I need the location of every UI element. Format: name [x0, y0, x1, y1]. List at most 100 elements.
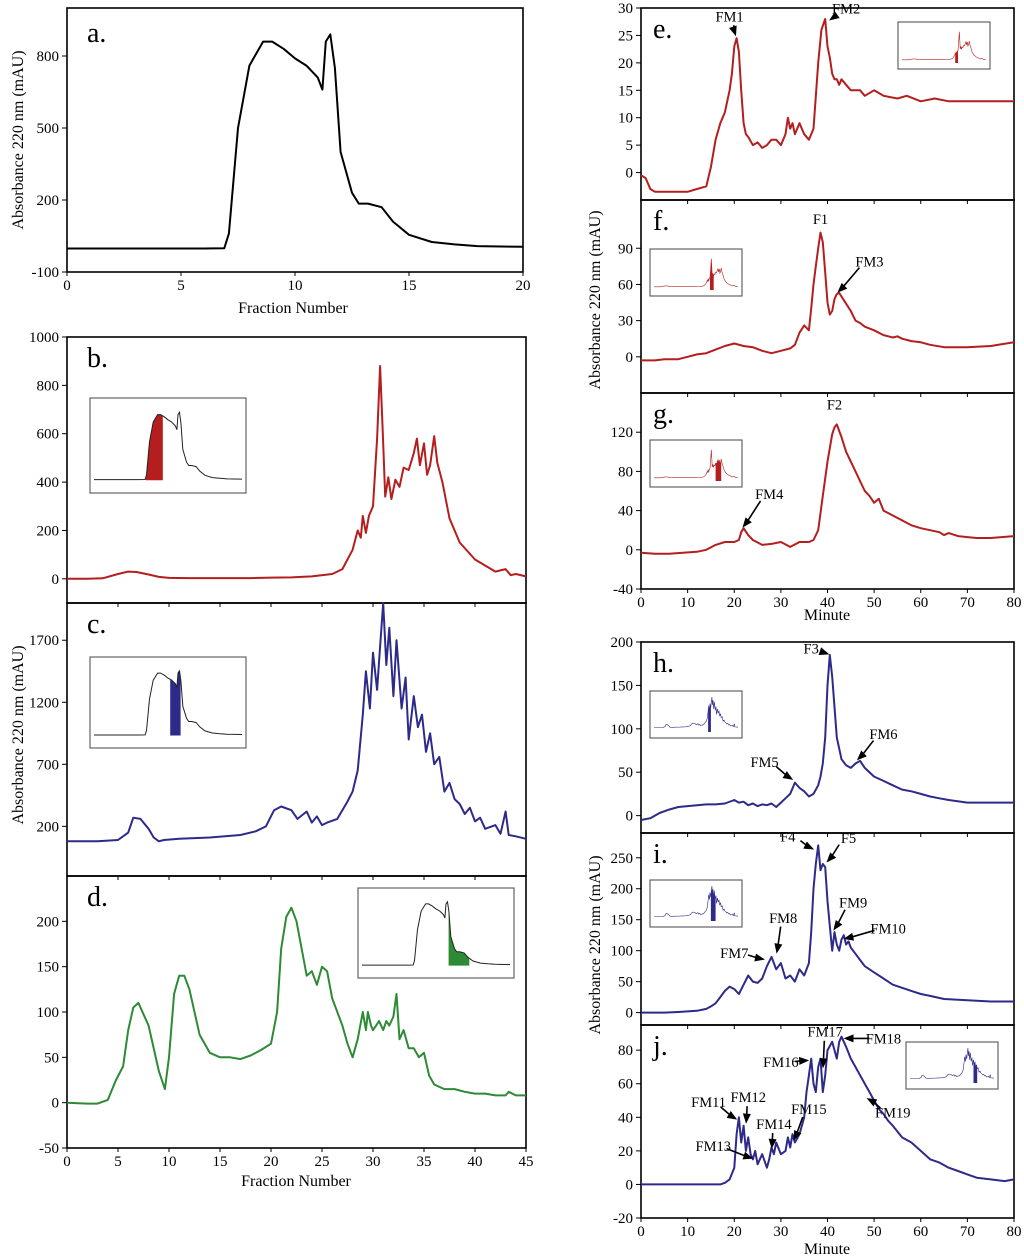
x-tick-label-d: 5	[114, 1154, 122, 1170]
y-tick-label-i: 100	[611, 944, 634, 960]
y-tick-label-d: 50	[44, 1050, 59, 1066]
x-tick-label-j: 20	[727, 1224, 742, 1240]
annotation-label: FM5	[750, 755, 778, 771]
x-tick-label-d: 25	[315, 1154, 330, 1170]
annotation-arrowhead	[843, 932, 855, 941]
y-tick-label-f: 30	[618, 314, 633, 330]
series-line-j	[641, 1035, 1015, 1186]
y-tick-label-d: 150	[37, 960, 60, 976]
inset-trace-i	[654, 885, 739, 917]
x-tick-label-d: 20	[264, 1154, 279, 1170]
panel-label-f: f.	[653, 206, 669, 237]
inset-i	[649, 879, 743, 928]
inset-highlight-h	[708, 703, 711, 732]
y-tick-label-h: 50	[618, 765, 633, 781]
inset-trace-h	[654, 696, 739, 728]
x-tick-label-d: 35	[417, 1154, 432, 1170]
annotation-label: FM3	[855, 254, 883, 270]
y-tick-label-b: 800	[37, 378, 60, 394]
annotation-arrowhead	[798, 1056, 810, 1065]
panel-a: -100 200 500 800 0 5 10 15 20 a.	[32, 7, 531, 294]
annotation-label: FM19	[875, 1105, 910, 1121]
inset-g	[649, 439, 743, 488]
y-tick-label-g: 0	[626, 543, 634, 559]
y-tick-label-h: 200	[611, 635, 634, 651]
series-line-f	[641, 231, 1015, 362]
x-tick-label-d: 10	[162, 1154, 177, 1170]
inset-trace-d	[362, 900, 511, 966]
panel-label-b: b.	[87, 343, 108, 374]
annotation-arrowhead	[856, 750, 867, 761]
x-tick-label-a: 10	[288, 278, 303, 294]
panel-frame-g	[640, 392, 1015, 590]
annotation-label: F3	[804, 641, 819, 657]
inset-highlight-d	[448, 909, 470, 966]
annotation-arrowhead	[837, 282, 848, 293]
y-axis-title-left-bottom: Absorbance 220 nm (mAU)	[10, 645, 27, 824]
annotation-label: FM6	[869, 727, 897, 743]
y-tick-label-d: -50	[39, 1141, 59, 1157]
inset-frame-e	[897, 21, 991, 70]
y-tick-label-a: 500	[37, 121, 60, 137]
y-tick-label-b: 600	[37, 427, 60, 443]
x-tick-label-d: 15	[213, 1154, 228, 1170]
x-axis-title-right-top: Minute	[804, 607, 850, 624]
series-line-c	[67, 602, 527, 843]
inset-frame-c	[89, 656, 247, 749]
inset-e	[897, 21, 991, 70]
x-tick-label-j: 0	[637, 1224, 645, 1240]
y-tick-label-j: 60	[618, 1077, 633, 1093]
y-tick-label-b: 0	[52, 572, 60, 588]
y-tick-label-i: 50	[618, 975, 633, 991]
x-tick-label-g: 80	[1007, 595, 1022, 611]
x-tick-label-g: 10	[680, 595, 695, 611]
y-tick-label-i: 150	[611, 913, 634, 929]
y-tick-label-j: 40	[618, 1110, 633, 1126]
panel-label-h: h.	[653, 648, 674, 679]
annotation-arrowhead	[818, 647, 830, 655]
inset-f	[649, 248, 743, 297]
y-tick-label-c: 1200	[29, 695, 59, 711]
y-tick-label-j: 0	[626, 1177, 634, 1193]
y-tick-label-d: 100	[37, 1005, 60, 1021]
y-tick-label-e: 25	[618, 28, 633, 44]
panel-e: 0 5 10 15 20 25 30 e. FM1 FM2	[618, 1, 1015, 204]
y-tick-label-j: 80	[618, 1043, 633, 1059]
annotation-label: FM13	[696, 1139, 731, 1155]
y-tick-label-b: 400	[37, 475, 60, 491]
y-tick-label-e: 5	[626, 138, 634, 154]
inset-trace-c	[94, 669, 243, 736]
x-tick-label-d: 40	[468, 1154, 483, 1170]
x-tick-label-d: 45	[519, 1154, 534, 1170]
y-tick-label-h: 0	[626, 809, 634, 825]
y-tick-label-f: 90	[618, 241, 633, 257]
annotation-label: F5	[841, 831, 856, 847]
annotation-arrow	[822, 1040, 826, 1062]
panel-c: 200 700 1200 1700 c.	[29, 602, 527, 880]
annotation-label: FM10	[870, 921, 905, 937]
y-tick-label-c: 1700	[29, 633, 59, 649]
annotation-label: FM11	[691, 1095, 726, 1111]
inset-b	[89, 397, 247, 494]
inset-trace-f	[654, 258, 739, 288]
y-tick-label-i: 200	[611, 882, 634, 898]
annotation-arrowhead	[803, 841, 815, 850]
y-tick-label-c: 700	[37, 757, 60, 773]
x-tick-label-j: 30	[773, 1224, 788, 1240]
annotation-arrow	[777, 926, 782, 947]
inset-d	[357, 887, 515, 979]
annotation-arrowhead	[782, 771, 794, 780]
annotation-label: FM8	[769, 911, 797, 927]
y-axis-title-right-bottom: Absorbance 220 nm (mAU)	[587, 855, 604, 1034]
annotation-arrow	[850, 929, 875, 939]
annotation-label: FM15	[791, 1102, 826, 1118]
x-tick-label-j: 70	[960, 1224, 975, 1240]
y-tick-label-g: 40	[618, 504, 633, 520]
y-tick-label-a: -100	[32, 265, 60, 281]
y-tick-label-b: 1000	[29, 330, 59, 346]
x-tick-label-g: 20	[727, 595, 742, 611]
annotation-arrowhead	[754, 953, 765, 962]
inset-frame-g	[649, 439, 743, 488]
panel-b: 0 200 400 600 800 1000 b.	[29, 330, 527, 607]
